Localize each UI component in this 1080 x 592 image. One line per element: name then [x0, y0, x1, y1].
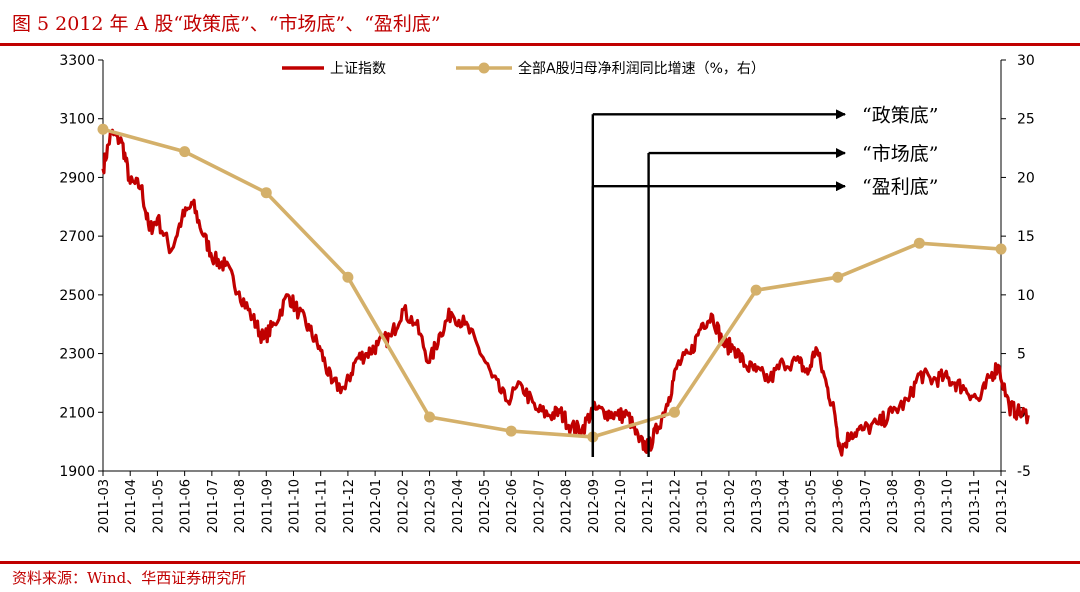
right-tick-label: 15 — [1017, 229, 1035, 245]
annotation-label: “政策底” — [862, 104, 938, 126]
legend-label-shanghai-index: 上证指数 — [330, 61, 386, 77]
left-tick-label: 2300 — [59, 347, 95, 363]
left-tick-label: 1900 — [59, 464, 95, 480]
chart: 19002100230025002700290031003300-5051015… — [59, 53, 1034, 533]
profit-growth-point — [832, 271, 844, 283]
x-tick-label: 2012-10 — [614, 479, 629, 533]
profit-growth-point — [995, 243, 1007, 255]
left-tick-label: 2700 — [59, 229, 95, 245]
right-tick-label: 10 — [1017, 288, 1035, 304]
source-note: 资料来源：Wind、华西证券研究所 — [12, 569, 247, 587]
x-tick-label: 2012-09 — [587, 479, 602, 533]
x-tick-label: 2012-04 — [451, 479, 466, 533]
profit-growth-point — [668, 406, 680, 418]
right-tick-label: 30 — [1017, 53, 1035, 69]
x-tick-label: 2013-04 — [777, 479, 792, 533]
annotation-label: “盈利底” — [862, 176, 938, 198]
x-tick-label: 2011-06 — [179, 479, 194, 533]
profit-growth-point — [179, 146, 191, 158]
x-tick-label: 2013-10 — [941, 479, 956, 533]
x-tick-label: 2012-08 — [560, 479, 575, 533]
profit-growth-point — [505, 425, 517, 437]
x-tick-label: 2012-01 — [369, 479, 384, 533]
x-tick-label: 2011-10 — [287, 479, 302, 533]
x-tick-label: 2012-05 — [478, 479, 493, 533]
profit-growth-point — [97, 123, 109, 135]
x-tick-label: 2012-11 — [641, 479, 656, 533]
left-tick-label: 2500 — [59, 288, 95, 304]
legend-marker-profit-growth — [478, 62, 490, 74]
x-tick-label: 2013-02 — [723, 479, 738, 533]
x-tick-label: 2013-07 — [859, 479, 874, 533]
x-tick-label: 2013-06 — [832, 479, 847, 533]
right-tick-label: 25 — [1017, 112, 1035, 128]
series-line-profit-growth — [102, 127, 1002, 439]
profit-growth-point — [260, 187, 272, 199]
profit-growth-point — [342, 271, 354, 283]
x-tick-label: 2013-05 — [805, 479, 820, 533]
legend: 上证指数 全部A股归母净利润同比增速（%，右） — [282, 60, 765, 77]
profit-growth-point — [913, 237, 925, 249]
x-tick-label: 2013-09 — [913, 479, 928, 533]
series-line-shanghai-index — [101, 128, 1030, 457]
right-tick-label: 20 — [1017, 170, 1035, 186]
footer-rule — [0, 561, 1080, 564]
left-tick-label: 2900 — [59, 170, 95, 186]
left-tick-label: 2100 — [59, 405, 95, 421]
chart-marks — [97, 123, 1030, 457]
x-tick-label: 2011-08 — [233, 479, 248, 533]
x-tick-label: 2011-09 — [260, 479, 275, 533]
figure-title: 图 5 2012 年 A 股“政策底”、“市场底”、“盈利底” — [12, 13, 441, 35]
x-tick-label: 2011-11 — [315, 479, 330, 533]
right-tick-label: 5 — [1017, 347, 1026, 363]
x-tick-label: 2012-12 — [668, 479, 683, 533]
x-tick-label: 2012-02 — [396, 479, 411, 533]
annotations: “政策底” “市场底” “盈利底” — [591, 104, 938, 457]
x-tick-label: 2011-07 — [206, 479, 221, 533]
x-tick-label: 2013-08 — [886, 479, 901, 533]
x-tick-label: 2011-03 — [97, 479, 112, 533]
x-tick-label: 2012-03 — [424, 479, 439, 533]
x-tick-label: 2012-07 — [532, 479, 547, 533]
x-tick-label: 2013-12 — [995, 479, 1010, 533]
x-tick-label: 2013-01 — [696, 479, 711, 533]
x-tick-label: 2012-06 — [505, 479, 520, 533]
axes: 19002100230025002700290031003300-5051015… — [59, 53, 1034, 533]
left-tick-label: 3300 — [59, 53, 95, 69]
legend-label-profit-growth: 全部A股归母净利润同比增速（%，右） — [518, 60, 765, 77]
right-tick-label: -5 — [1017, 464, 1031, 480]
x-tick-label: 2013-03 — [750, 479, 765, 533]
left-tick-label: 3100 — [59, 112, 95, 128]
x-tick-label: 2011-05 — [151, 479, 166, 533]
annotation-label: “市场底” — [862, 143, 938, 165]
x-tick-label: 2013-11 — [968, 479, 983, 533]
x-tick-label: 2011-12 — [342, 479, 357, 533]
profit-growth-point — [750, 284, 762, 296]
x-tick-label: 2011-04 — [124, 479, 139, 533]
profit-growth-point — [424, 411, 436, 423]
title-rule — [0, 43, 1080, 46]
